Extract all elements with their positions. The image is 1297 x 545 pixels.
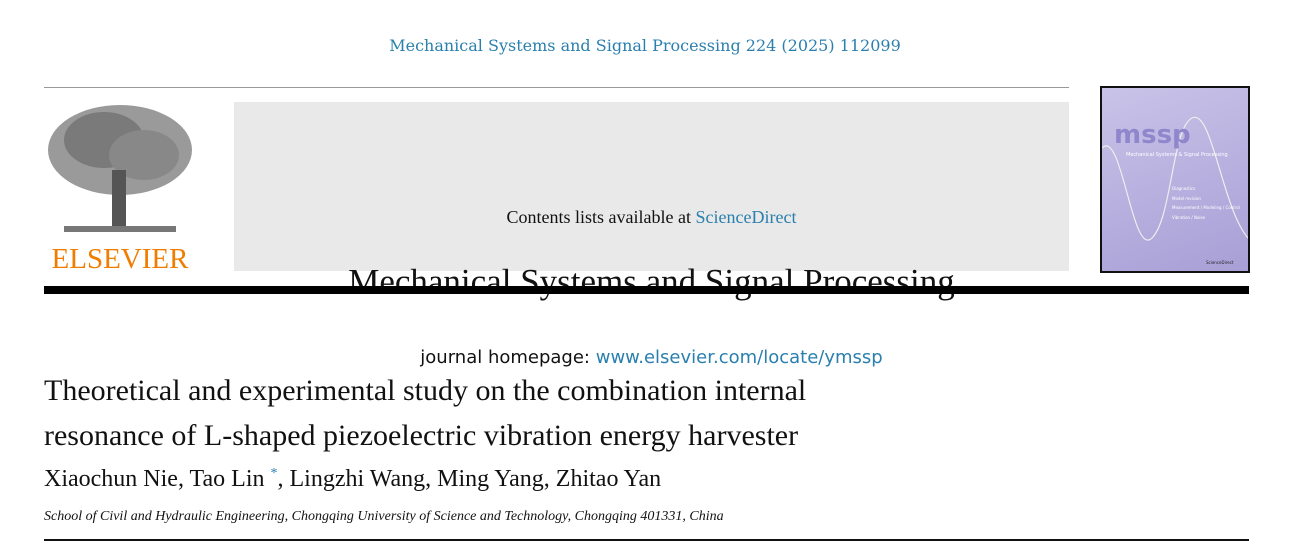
- header-bar: [44, 286, 1249, 294]
- elsevier-logo[interactable]: ELSEVIER: [44, 100, 196, 275]
- cover-topic: Diagnostics: [1172, 186, 1196, 191]
- homepage-prefix: journal homepage:: [420, 347, 596, 368]
- title-line: resonance of L-shaped piezoelectric vibr…: [44, 419, 799, 452]
- journal-citation-link[interactable]: Mechanical Systems and Signal Processing…: [389, 36, 901, 55]
- cover-waveform-icon: [1102, 116, 1248, 241]
- title-line: Theoretical and experimental study on th…: [44, 374, 807, 407]
- article-title: Theoretical and experimental study on th…: [44, 368, 1144, 458]
- authors-first: Xiaochun Nie, Tao Lin: [44, 466, 265, 492]
- sciencedirect-link[interactable]: ScienceDirect: [695, 207, 797, 227]
- top-divider: [44, 87, 1069, 88]
- cover-footer: ScienceDirect: [1206, 260, 1234, 265]
- corresponding-author-link[interactable]: *: [270, 466, 278, 481]
- cover-topic: Model revision: [1172, 196, 1201, 201]
- journal-title: Mechanical Systems and Signal Processing: [348, 262, 955, 301]
- authors-rest: , Lingzhi Wang, Ming Yang, Zhitao Yan: [277, 466, 662, 492]
- contents-prefix: Contents lists available at: [506, 207, 696, 227]
- journal-banner: Contents lists available at ScienceDirec…: [234, 102, 1069, 368]
- journal-cover[interactable]: mssp Mechanical Systems & Signal Process…: [1100, 86, 1250, 273]
- elsevier-wordmark: ELSEVIER: [52, 243, 190, 272]
- cover-acronym: mssp: [1114, 120, 1191, 150]
- homepage-line: journal homepage: www.elsevier.com/locat…: [234, 347, 1069, 368]
- cover-topic: Measurement / Modeling / Control: [1172, 205, 1240, 210]
- bottom-divider: [44, 539, 1249, 541]
- contents-line: Contents lists available at ScienceDirec…: [234, 207, 1069, 228]
- elsevier-tree-icon: ELSEVIER: [48, 105, 192, 275]
- cover-subtitle: Mechanical Systems & Signal Processing: [1126, 152, 1228, 158]
- affiliation: School of Civil and Hydraulic Engineerin…: [44, 509, 724, 524]
- author-list: Xiaochun Nie, Tao Lin *, Lingzhi Wang, M…: [44, 466, 661, 493]
- homepage-link[interactable]: www.elsevier.com/locate/ymssp: [595, 347, 883, 368]
- cover-topic: Vibration / Noise: [1172, 215, 1206, 220]
